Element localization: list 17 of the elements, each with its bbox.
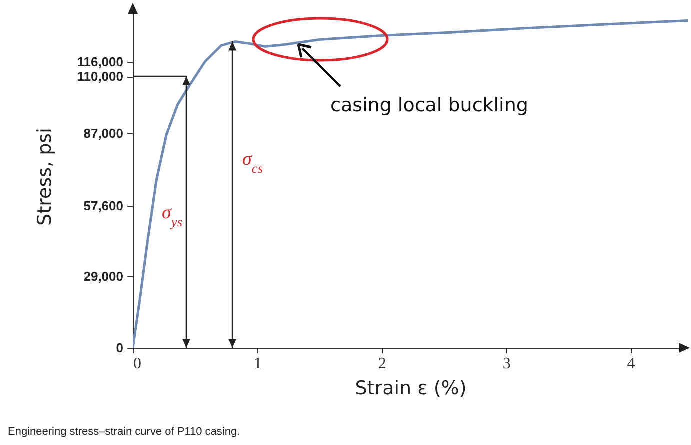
y-axis-title: Stress, psi	[34, 128, 56, 226]
text: Engineering stress–strain curve of P110 casing.	[8, 426, 240, 438]
y-tick-label: 0	[116, 340, 124, 356]
x-axis-title: Strain ε (%)	[355, 378, 467, 400]
x-tick-label: 0	[134, 356, 142, 372]
annotation: casing local buckling	[330, 94, 528, 116]
series-label: σ$_{cs}$	[242, 148, 264, 176]
y-tick-label: 29,000	[84, 268, 124, 284]
y-tick-label: 57,600	[84, 198, 124, 214]
x-tick-label: 2	[378, 356, 386, 372]
y-tick-label: 116,000	[77, 54, 124, 70]
x-tick-label: 4	[627, 356, 636, 372]
y-tick-label: 110,000	[77, 69, 124, 84]
series-label: σ$_{ys}$	[162, 202, 183, 229]
y-tick-label: 87,000	[84, 126, 124, 141]
x-tick-label: 3	[502, 356, 511, 372]
x-tick-label: 1	[254, 356, 262, 372]
